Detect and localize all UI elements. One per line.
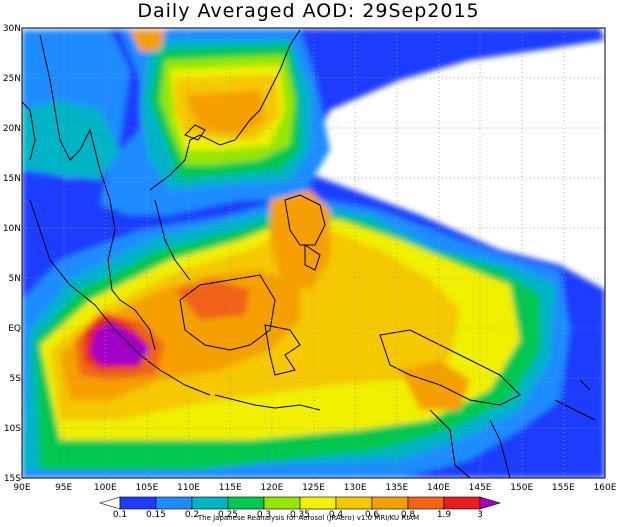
- lon-label: 95E: [55, 483, 72, 493]
- colorbar-level-label: 0.4: [329, 510, 344, 520]
- map-title: Daily Averaged AOD: 29Sep2015: [137, 0, 480, 22]
- colorbar-level-label: 0.2: [185, 510, 199, 520]
- lat-label: 5N: [9, 274, 21, 284]
- longitude-labels: 90E 95E 100E 105E 110E 115E 120E 125E 130E 135E 14…: [13, 483, 616, 493]
- lat-label: 10S: [4, 424, 21, 434]
- colorbar-segment: [119, 496, 157, 510]
- colorbar-level-label: 0.3: [257, 510, 271, 520]
- graticule: [22, 28, 605, 478]
- lon-label: 140E: [427, 483, 450, 493]
- lon-label: 145E: [469, 483, 492, 493]
- colorbar: 0.1 0.15 0.2 0.25 0.3 0.35 0.4 0.6 0.8 1.9 3: [98, 496, 502, 520]
- lon-label: 120E: [260, 483, 283, 493]
- lon-label: 125E: [302, 483, 325, 493]
- colorbar-segment: [407, 496, 445, 510]
- lat-label: 15S: [4, 474, 21, 484]
- lat-label: 30N: [3, 24, 21, 34]
- colorbar-segment: [155, 496, 193, 510]
- colorbar-level-label: 0.8: [401, 510, 416, 520]
- lon-label: 160E: [594, 483, 617, 493]
- lon-label: 105E: [135, 483, 158, 493]
- lat-label: 15N: [3, 174, 21, 184]
- colorbar-over-arrow: [479, 496, 502, 510]
- colorbar-under-arrow: [98, 496, 121, 510]
- colorbar-level-label: 0.25: [218, 510, 238, 520]
- colorbar-segment: [335, 496, 373, 510]
- colorbar-segment: [263, 496, 301, 510]
- lon-label: 115E: [219, 483, 242, 493]
- colorbar-level-label: 0.1: [113, 510, 127, 520]
- coastlines: [22, 29, 596, 478]
- latitude-labels: 30N 25N 20N 15N 10N 5N EQ 5S 10S 15S: [3, 24, 21, 484]
- colorbar-level-label: 1.9: [437, 510, 452, 520]
- lon-label: 150E: [510, 483, 533, 493]
- lat-label: 25N: [3, 74, 21, 84]
- lon-label: 90E: [13, 483, 30, 493]
- colorbar-level-label: 0.35: [290, 510, 310, 520]
- colorbar-segment: [191, 496, 229, 510]
- aod-field: [22, 28, 605, 478]
- colorbar-segment: [371, 496, 409, 510]
- colorbar-level-label: 3: [477, 510, 483, 520]
- plot-frame: [21, 27, 606, 479]
- colorbar-level-label: 0.6: [365, 510, 380, 520]
- lat-label: EQ: [8, 324, 21, 334]
- lat-label: 10N: [3, 224, 21, 234]
- lon-label: 130E: [344, 483, 367, 493]
- colorbar-segment: [299, 496, 337, 510]
- lat-label: 20N: [3, 124, 21, 134]
- credit-text: The Japanese Reanalysis for Aerosol (JRA…: [197, 514, 420, 522]
- lon-label: 100E: [94, 483, 117, 493]
- lat-label: 5S: [10, 374, 22, 384]
- lon-label: 110E: [177, 483, 200, 493]
- colorbar-segment: [227, 496, 265, 510]
- lon-label: 155E: [552, 483, 575, 493]
- colorbar-level-label: 0.15: [146, 510, 166, 520]
- lon-label: 135E: [385, 483, 408, 493]
- colorbar-segment: [443, 496, 481, 510]
